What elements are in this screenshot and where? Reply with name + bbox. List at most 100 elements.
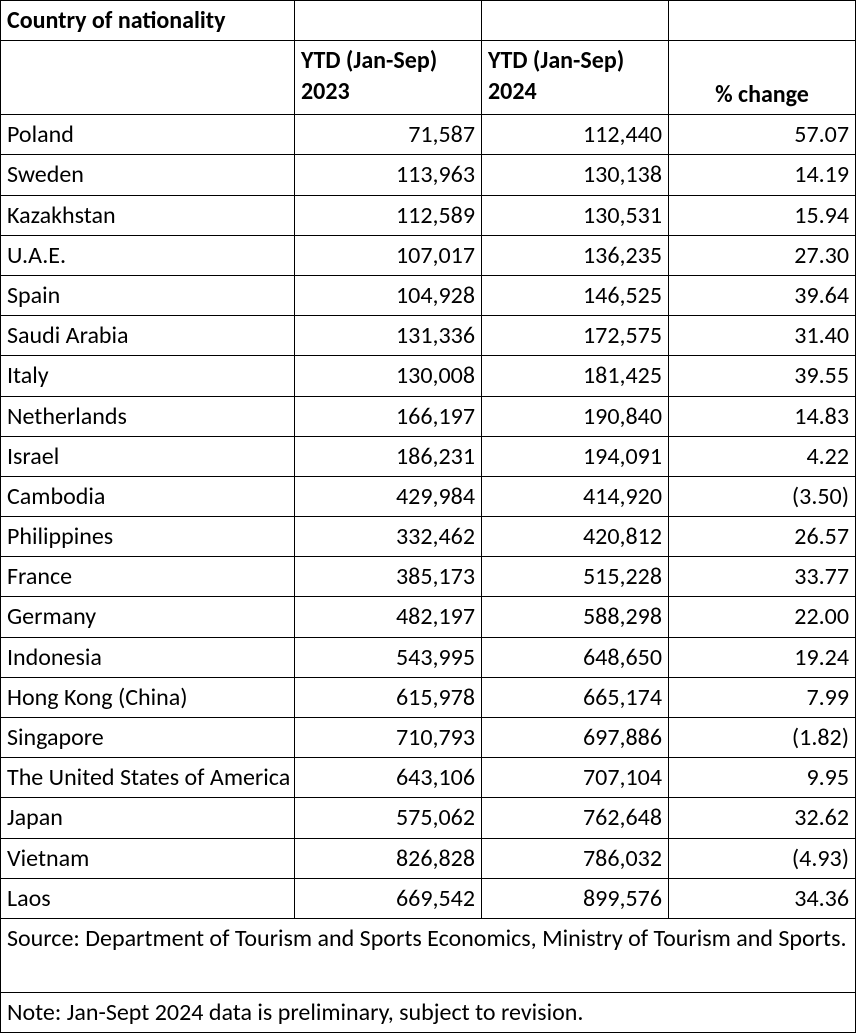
- table-row: Italy 130,008 181,425 39.55: [1, 356, 856, 396]
- header-ytd-2023: YTD (Jan-Sep) 2023: [295, 41, 482, 115]
- y2023-cell: 166,197: [295, 396, 482, 436]
- pct-cell: 31.40: [669, 316, 856, 356]
- y2023-cell: 71,587: [295, 115, 482, 155]
- pct-cell: 15.94: [669, 195, 856, 235]
- table-row: Indonesia 543,995 648,650 19.24: [1, 637, 856, 677]
- nationality-table: Country of nationality YTD (Jan-Sep) 202…: [0, 0, 856, 1033]
- pct-cell: 14.83: [669, 396, 856, 436]
- country-cell: Netherlands: [1, 396, 295, 436]
- table-row: Vietnam 826,828 786,032 (4.93): [1, 838, 856, 878]
- y2024-cell: 172,575: [482, 316, 669, 356]
- country-cell: Philippines: [1, 517, 295, 557]
- y2024-cell: 665,174: [482, 677, 669, 717]
- table-row: Saudi Arabia 131,336 172,575 31.40: [1, 316, 856, 356]
- country-cell: Spain: [1, 275, 295, 315]
- table-row: Philippines 332,462 420,812 26.57: [1, 517, 856, 557]
- country-cell: Kazakhstan: [1, 195, 295, 235]
- country-cell: Cambodia: [1, 476, 295, 516]
- y2023-cell: 826,828: [295, 838, 482, 878]
- table-row: Kazakhstan 112,589 130,531 15.94: [1, 195, 856, 235]
- pct-cell: 19.24: [669, 637, 856, 677]
- country-cell: France: [1, 557, 295, 597]
- source-row: Source: Department of Tourism and Sports…: [1, 918, 856, 992]
- header-row-title: Country of nationality: [1, 1, 856, 41]
- table-row: Laos 669,542 899,576 34.36: [1, 878, 856, 918]
- pct-cell: 4.22: [669, 436, 856, 476]
- table-title-cell: Country of nationality: [1, 1, 295, 41]
- pct-cell: 32.62: [669, 798, 856, 838]
- table-row: France 385,173 515,228 33.77: [1, 557, 856, 597]
- y2024-cell: 588,298: [482, 597, 669, 637]
- country-cell: The United States of America: [1, 758, 295, 798]
- header-empty-3: [669, 1, 856, 41]
- y2024-cell: 136,235: [482, 235, 669, 275]
- country-cell: Japan: [1, 798, 295, 838]
- y2024-cell: 648,650: [482, 637, 669, 677]
- country-cell: Poland: [1, 115, 295, 155]
- y2024-cell: 112,440: [482, 115, 669, 155]
- table-row: Germany 482,197 588,298 22.00: [1, 597, 856, 637]
- note-row: Note: Jan-Sept 2024 data is preliminary,…: [1, 992, 856, 1032]
- y2023-cell: 643,106: [295, 758, 482, 798]
- country-cell: Sweden: [1, 155, 295, 195]
- country-cell: Vietnam: [1, 838, 295, 878]
- table-row: Japan 575,062 762,648 32.62: [1, 798, 856, 838]
- country-cell: Laos: [1, 878, 295, 918]
- y2023-cell: 113,963: [295, 155, 482, 195]
- y2023-cell: 575,062: [295, 798, 482, 838]
- pct-cell: 39.55: [669, 356, 856, 396]
- country-cell: Italy: [1, 356, 295, 396]
- y2024-cell: 697,886: [482, 718, 669, 758]
- y2024-cell: 899,576: [482, 878, 669, 918]
- header-row-columns: YTD (Jan-Sep) 2023 YTD (Jan-Sep) 2024 % …: [1, 41, 856, 115]
- pct-cell: 33.77: [669, 557, 856, 597]
- pct-cell: 7.99: [669, 677, 856, 717]
- pct-cell: 39.64: [669, 275, 856, 315]
- pct-cell: (4.93): [669, 838, 856, 878]
- pct-cell: 34.36: [669, 878, 856, 918]
- y2023-cell: 482,197: [295, 597, 482, 637]
- header-pct-change: % change: [669, 41, 856, 115]
- country-cell: Indonesia: [1, 637, 295, 677]
- table-row: U.A.E. 107,017 136,235 27.30: [1, 235, 856, 275]
- y2023-cell: 131,336: [295, 316, 482, 356]
- header-empty-1: [295, 1, 482, 41]
- y2023-cell: 615,978: [295, 677, 482, 717]
- table-row: Spain 104,928 146,525 39.64: [1, 275, 856, 315]
- y2023-cell: 104,928: [295, 275, 482, 315]
- y2023-cell: 186,231: [295, 436, 482, 476]
- y2024-cell: 190,840: [482, 396, 669, 436]
- country-cell: Israel: [1, 436, 295, 476]
- y2023-cell: 385,173: [295, 557, 482, 597]
- country-cell: Saudi Arabia: [1, 316, 295, 356]
- table-body: Country of nationality YTD (Jan-Sep) 202…: [1, 1, 856, 1033]
- table-row: Hong Kong (China) 615,978 665,174 7.99: [1, 677, 856, 717]
- table-row: Sweden 113,963 130,138 14.19: [1, 155, 856, 195]
- y2024-cell: 130,138: [482, 155, 669, 195]
- country-cell: U.A.E.: [1, 235, 295, 275]
- y2023-cell: 710,793: [295, 718, 482, 758]
- table-row: Israel 186,231 194,091 4.22: [1, 436, 856, 476]
- pct-cell: 57.07: [669, 115, 856, 155]
- y2023-cell: 107,017: [295, 235, 482, 275]
- y2024-cell: 786,032: [482, 838, 669, 878]
- source-text: Source: Department of Tourism and Sports…: [1, 918, 856, 992]
- country-cell: Singapore: [1, 718, 295, 758]
- pct-cell: 14.19: [669, 155, 856, 195]
- header-country-empty: [1, 41, 295, 115]
- y2024-cell: 515,228: [482, 557, 669, 597]
- table-row: Cambodia 429,984 414,920 (3.50): [1, 476, 856, 516]
- pct-cell: 9.95: [669, 758, 856, 798]
- header-empty-2: [482, 1, 669, 41]
- note-text: Note: Jan-Sept 2024 data is preliminary,…: [1, 992, 856, 1032]
- pct-cell: (3.50): [669, 476, 856, 516]
- pct-cell: 27.30: [669, 235, 856, 275]
- country-cell: Hong Kong (China): [1, 677, 295, 717]
- y2024-cell: 146,525: [482, 275, 669, 315]
- country-cell: Germany: [1, 597, 295, 637]
- pct-cell: 22.00: [669, 597, 856, 637]
- pct-cell: 26.57: [669, 517, 856, 557]
- pct-cell: (1.82): [669, 718, 856, 758]
- y2024-cell: 707,104: [482, 758, 669, 798]
- y2024-cell: 414,920: [482, 476, 669, 516]
